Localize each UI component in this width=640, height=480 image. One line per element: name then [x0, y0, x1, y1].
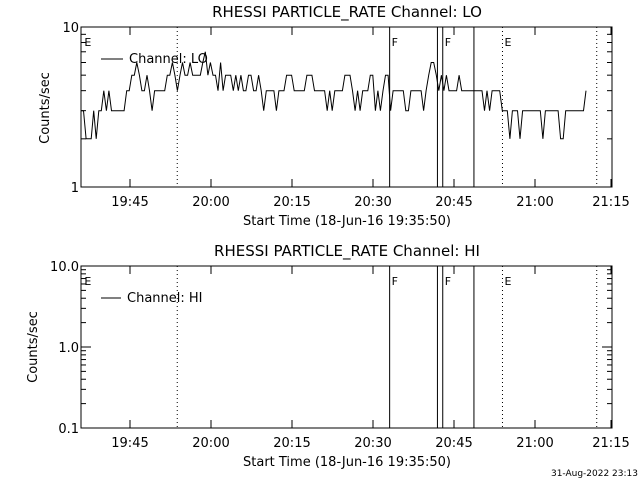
hi-flag-label: F	[445, 275, 451, 288]
hi-flag-label: E	[504, 275, 511, 288]
hi-x-axis-label: Start Time (18-Jun-16 19:35:50)	[243, 455, 451, 470]
lo-flag-label: E	[504, 36, 511, 49]
plot-timestamp: 31-Aug-2022 23:13	[551, 469, 638, 479]
lo-x-tick-label: 20:45	[435, 195, 472, 210]
lo-data-line	[81, 51, 587, 140]
hi-x-tick-label: 20:15	[273, 436, 310, 451]
lo-flag-label: F	[392, 36, 398, 49]
lo-x-tick-label: 20:00	[192, 195, 229, 210]
lo-flag-label: E	[84, 36, 91, 49]
lo-flag-label: F	[445, 36, 451, 49]
lo-y-tick-label: 10	[62, 21, 79, 36]
hi-y-tick-label: 0.1	[58, 422, 79, 437]
hi-x-tick-label: 19:45	[111, 436, 148, 451]
lo-x-tick-label: 20:15	[273, 195, 310, 210]
lo-x-axis-label: Start Time (18-Jun-16 19:35:50)	[243, 214, 451, 229]
lo-x-tick-label: 19:45	[111, 195, 148, 210]
hi-chart-title: RHESSI PARTICLE_RATE Channel: HI	[214, 242, 480, 261]
lo-x-tick-label: 21:15	[592, 195, 629, 210]
hi-x-tick-label: 20:30	[354, 436, 391, 451]
lo-channel-panel: RHESSI PARTICLE_RATE Channel: LO Counts/…	[38, 3, 630, 229]
hi-y-tick-label: 10.0	[50, 260, 79, 275]
hi-flag-label: E	[84, 275, 91, 288]
hi-x-tick-label: 21:00	[516, 436, 553, 451]
lo-x-tick-label: 21:00	[516, 195, 553, 210]
lo-y-axis-label: Counts/sec	[38, 72, 53, 144]
hi-x-tick-label: 20:00	[192, 436, 229, 451]
lo-x-tick-label: 20:30	[354, 195, 391, 210]
hi-y-tick-label: 1.0	[58, 341, 79, 356]
hi-y-axis-label: Counts/sec	[26, 311, 41, 383]
hi-channel-panel: RHESSI PARTICLE_RATE Channel: HI Counts/…	[26, 242, 630, 470]
hi-x-tick-label: 21:15	[592, 436, 629, 451]
hi-legend-label: Channel: HI	[127, 291, 203, 306]
lo-chart-title: RHESSI PARTICLE_RATE Channel: LO	[212, 3, 482, 22]
lo-y-tick-label: 1	[71, 181, 79, 196]
lo-legend-label: Channel: LO	[129, 52, 208, 67]
lo-plot-frame	[80, 26, 613, 188]
hi-flag-label: F	[392, 275, 398, 288]
hi-x-tick-label: 20:45	[435, 436, 472, 451]
